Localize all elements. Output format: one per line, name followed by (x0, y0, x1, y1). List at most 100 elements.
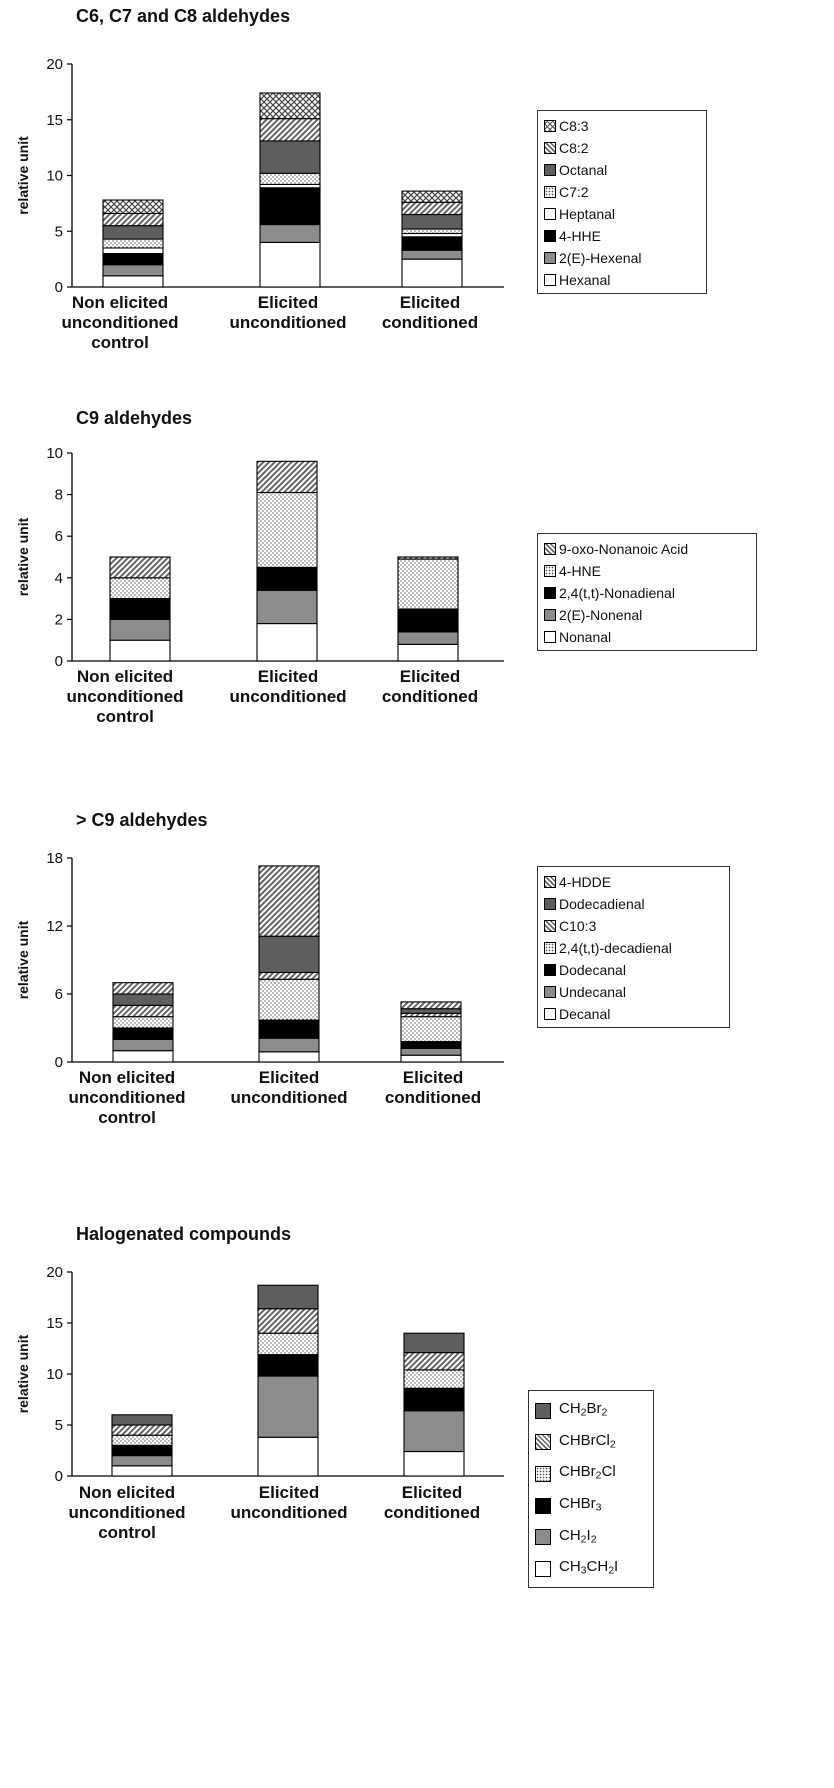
x-category-line: unconditioned (66, 687, 184, 706)
legend-swatch (535, 1560, 551, 1577)
bar-segment-hexanal (259, 241, 321, 288)
legend-swatch (544, 920, 556, 932)
y-tick-label: 6 (55, 528, 63, 545)
x-category-line: Elicited (401, 1483, 463, 1502)
y-tick-label: 0 (55, 653, 63, 670)
x-category-line: Elicited (399, 667, 461, 686)
legend-label: Nonanal (559, 629, 612, 645)
bar-segment-2-e-nonenal (397, 631, 459, 645)
legend-label: 2,4(t,t)-Nonadienal (559, 585, 675, 601)
legend-swatch (544, 1008, 556, 1020)
legend-swatch (535, 1497, 551, 1514)
bar-segment-4-hhe (259, 187, 321, 226)
x-category-label: Elicited conditioned (362, 1483, 502, 1523)
bar-segment-dodecanal (112, 1027, 174, 1040)
legend-label: CH2I2 (559, 1526, 597, 1546)
legend-swatch (544, 164, 556, 176)
legend-swatch (544, 120, 556, 132)
y-tick-label: 0 (55, 1468, 63, 1485)
y-tick-label: 6 (55, 986, 63, 1003)
legend-label: Dodecadienal (559, 896, 645, 912)
bar-segment-2-e-nonenal (256, 589, 318, 625)
legend-item: 4-HNE (544, 560, 750, 582)
legend-item: CH2Br2 (535, 1395, 647, 1427)
chart-1: 0 2 4 6 8 10 relative unit (15, 445, 504, 670)
bar-segment-dodecadienal (258, 935, 320, 974)
chart-title: > C9 aldehydes (76, 810, 208, 830)
bar-segment-chbr3 (257, 1354, 319, 1377)
legend-label: 2(E)-Nonenal (559, 607, 643, 623)
bar-segment-decanal (112, 1050, 174, 1063)
bar-segment-ch2i2 (257, 1375, 319, 1438)
x-category-label: Elicited unconditioned (218, 667, 358, 707)
bar-segment-ch2br2 (403, 1332, 465, 1354)
legend-label: C8:2 (559, 140, 589, 156)
bar-segment-ch2br2 (111, 1414, 173, 1426)
y-tick-label: 15 (46, 1315, 63, 1332)
bar-segment-chbr2cl (257, 1332, 319, 1356)
legend-swatch (544, 986, 556, 998)
x-category-line: unconditioned (229, 687, 347, 706)
bar-segment-dodecanal (258, 1019, 320, 1039)
legend-swatch (544, 609, 556, 621)
bar-segment-c7-2 (102, 238, 164, 249)
bar-segment-9-oxo-nonanoic-acid (256, 460, 318, 494)
bar-segment-undecanal (258, 1037, 320, 1053)
legend-item: Nonanal (544, 626, 750, 648)
bar-segment-2-4-t-t-decadienal (112, 1016, 174, 1029)
bar-segment-chbr2cl (403, 1369, 465, 1389)
y-tick-label: 4 (55, 570, 63, 587)
x-category-label: Elicited conditioned (360, 293, 500, 333)
bar-segment-4-hne (397, 558, 459, 610)
legend-swatch (535, 1466, 551, 1483)
chart-3: 0 5 10 15 20 relative unit (15, 1264, 504, 1485)
bar-segment-c7-2 (401, 228, 463, 235)
bar-segment-hexanal (401, 258, 463, 288)
legend-label: Dodecanal (559, 962, 626, 978)
bar-segment-4-hdde (112, 982, 174, 995)
bar-segment-ch3ch2i (111, 1465, 173, 1477)
bar-segment-octanal (259, 140, 321, 174)
legend-item: 9-oxo-Nonanoic Acid (544, 538, 750, 560)
bar-segment-2-4-t-t-nonadienal (109, 598, 171, 620)
x-category-label: Elicited unconditioned (218, 293, 358, 333)
legend-label: C7:2 (559, 184, 589, 200)
bar-segment-nonanal (397, 643, 459, 662)
x-category-line: conditioned (384, 1088, 482, 1107)
legend-swatch (544, 964, 556, 976)
legend-swatch (544, 230, 556, 242)
legend-label: Heptanal (559, 206, 616, 222)
x-category-line: Non elicited (76, 667, 174, 686)
x-category-line: Elicited (258, 1483, 320, 1502)
bar-segment-dodecadienal (112, 993, 174, 1006)
legend-item: 2(E)-Nonenal (544, 604, 750, 626)
legend-label: 2,4(t,t)-decadienal (559, 940, 672, 956)
bar-segment-ch2i2 (403, 1410, 465, 1453)
x-category-line: conditioned (381, 313, 479, 332)
y-axis-label: relative unit (15, 136, 31, 215)
bar-segment-2-e-hexenal (259, 224, 321, 243)
bar-segment-octanal (102, 225, 164, 240)
x-category-line: unconditioned (230, 1503, 348, 1522)
x-category-line: Non elicited (78, 1483, 176, 1502)
bar-segment-chbrcl2 (257, 1308, 319, 1334)
bar-segment-decanal (400, 1054, 462, 1063)
x-category-line: conditioned (381, 687, 479, 706)
chart-0: 0 5 10 15 20 relative unit (15, 56, 504, 296)
chart-title: C6, C7 and C8 aldehydes (76, 6, 291, 26)
x-category-line: control (98, 1108, 156, 1127)
bar-segment-decanal (258, 1051, 320, 1063)
x-category-label: Elicited unconditioned (219, 1068, 359, 1108)
legend-swatch (544, 208, 556, 220)
bar-segment-2-4-t-t-decadienal (400, 1016, 462, 1043)
x-category-line: unconditioned (229, 313, 347, 332)
x-category-label: Non elicited unconditioned control (57, 1068, 197, 1128)
bar-segment-octanal (401, 213, 463, 230)
bar-segment-2-e-hexenal (102, 264, 164, 277)
x-category-line: control (98, 1523, 156, 1542)
bar-segment-9-oxo-nonanoic-acid (109, 556, 171, 579)
bar-segment-4-hne (256, 491, 318, 568)
bar-segment-chbr3 (111, 1444, 173, 1457)
chart-title: C9 aldehydes (76, 408, 193, 428)
